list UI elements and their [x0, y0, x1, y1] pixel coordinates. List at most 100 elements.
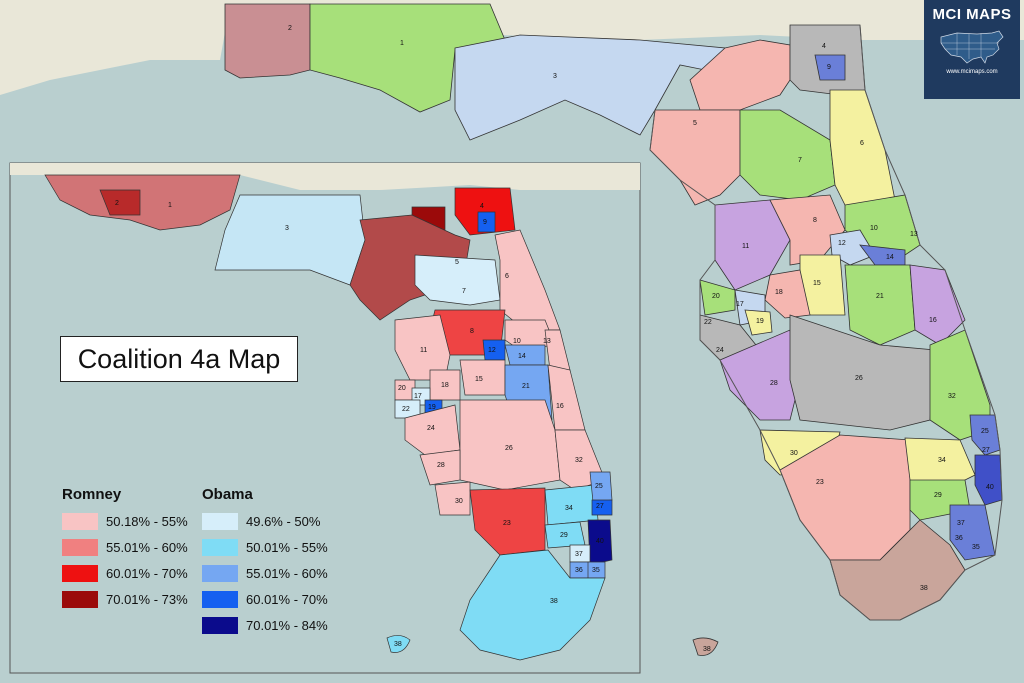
main-label-34: 34	[938, 457, 946, 464]
main-label-36: 36	[955, 535, 963, 542]
main-district-40[interactable]	[974, 454, 1003, 506]
main-label-16: 16	[929, 317, 937, 324]
main-district-2[interactable]	[224, 3, 311, 79]
main-label-17: 17	[736, 301, 744, 308]
legend-romney-item: 70.01% - 73%	[62, 586, 188, 612]
main-label-10: 10	[870, 225, 878, 232]
main-district-16[interactable]	[909, 264, 966, 346]
inset-district-2[interactable]	[99, 189, 141, 216]
inset-district-38[interactable]	[459, 549, 606, 661]
main-label-7: 7	[798, 157, 802, 164]
inset-label-10: 10	[513, 338, 521, 345]
legend-label: 70.01% - 84%	[246, 617, 328, 633]
inset-district-9[interactable]	[477, 211, 496, 233]
mainland-us	[0, 0, 1024, 95]
inset-district-1[interactable]	[44, 174, 241, 231]
main-district-35[interactable]	[949, 504, 996, 561]
inset-label-16: 16	[556, 403, 564, 410]
inset-label-21: 21	[522, 383, 530, 390]
brand-url: www.mcimaps.com	[946, 69, 998, 75]
main-district-3[interactable]	[454, 34, 726, 141]
inset-label-23: 23	[503, 520, 511, 527]
inset-label-22: 22	[402, 406, 410, 413]
main-district-18[interactable]	[764, 269, 811, 319]
inset-label-18: 18	[441, 382, 449, 389]
legend-swatch	[62, 590, 98, 608]
main-district-26[interactable]	[789, 314, 936, 431]
legend-swatch	[62, 564, 98, 582]
inset-label-29: 29	[560, 532, 568, 539]
inset-district-4[interactable]	[454, 187, 516, 236]
main-district-20[interactable]	[699, 279, 736, 316]
inset-district-27[interactable]	[591, 499, 613, 516]
inset-label-38: 38	[550, 598, 558, 605]
legend-obama-item: 55.01% - 60%	[202, 560, 328, 586]
main-label-37: 37	[957, 520, 965, 527]
inset-label-2: 2	[115, 200, 119, 207]
inset-label-38-keys: 38	[394, 641, 402, 648]
inset-label-40: 40	[596, 538, 604, 545]
legend-obama-heading: Obama	[202, 486, 253, 503]
main-label-32: 32	[948, 393, 956, 400]
main-label-26: 26	[855, 375, 863, 382]
main-label-2: 2	[288, 25, 292, 32]
legend-label: 55.01% - 60%	[106, 539, 188, 555]
main-district-1[interactable]	[309, 3, 506, 113]
inset-label-1: 1	[168, 202, 172, 209]
inset-label-5: 5	[455, 259, 459, 266]
inset-mainland	[10, 163, 640, 190]
main-label-27: 27	[982, 447, 990, 454]
inset-florida-map: 1 2 3 4 5 6 7 8 9 10 11 12 13 14 15 16 1…	[9, 162, 641, 674]
main-label-3: 3	[553, 73, 557, 80]
legend-swatch	[62, 538, 98, 556]
main-label-6: 6	[860, 140, 864, 147]
legend-romney-item: 60.01% - 70%	[62, 560, 188, 586]
main-district-9[interactable]	[814, 54, 846, 81]
main-label-24: 24	[716, 347, 724, 354]
legend-obama-item: 70.01% - 84%	[202, 612, 328, 638]
inset-label-27: 27	[596, 503, 604, 510]
inset-district-28[interactable]	[419, 449, 461, 486]
inset-district-38-keys[interactable]	[386, 635, 411, 653]
legend-obama-item: 50.01% - 55%	[202, 534, 328, 560]
main-label-4: 4	[822, 43, 826, 50]
main-district-7[interactable]	[739, 109, 836, 201]
main-district-25[interactable]	[969, 414, 1001, 456]
inset-district-3[interactable]	[214, 194, 366, 286]
inset-label-6: 6	[505, 273, 509, 280]
legend-swatch	[202, 538, 238, 556]
main-label-28: 28	[770, 380, 778, 387]
inset-district-30[interactable]	[434, 481, 471, 516]
main-district-12[interactable]	[829, 229, 876, 266]
usa-outline-icon	[940, 30, 1004, 64]
legend-swatch	[202, 590, 238, 608]
main-label-9: 9	[827, 64, 831, 71]
inset-label-3: 3	[285, 225, 289, 232]
main-label-29: 29	[934, 492, 942, 499]
inset-district-7[interactable]	[414, 254, 501, 306]
main-district-19[interactable]	[744, 309, 773, 336]
legend-obama-item: 49.6% - 50%	[202, 508, 328, 534]
inset-label-11: 11	[420, 347, 427, 354]
legend: Romney 50.18% - 55% 55.01% - 60% 60.01% …	[62, 486, 362, 646]
main-florida-map: 2 1 3 4 5 6 7 8 9 10 11 12 13 14 15 16 1…	[224, 3, 1003, 656]
main-district-38-keys[interactable]	[692, 637, 719, 656]
main-coastline	[649, 24, 1003, 621]
main-label-30: 30	[790, 450, 798, 457]
main-label-23: 23	[816, 479, 824, 486]
inset-label-36: 36	[575, 567, 583, 574]
main-district-4-area[interactable]	[689, 39, 791, 111]
main-label-22: 22	[704, 319, 712, 326]
inset-label-35: 35	[592, 567, 600, 574]
map-title: Coalition 4a Map	[60, 336, 298, 382]
main-label-35: 35	[972, 544, 980, 551]
inset-label-34: 34	[565, 505, 573, 512]
inset-label-30: 30	[455, 498, 463, 505]
legend-romney-item: 55.01% - 60%	[62, 534, 188, 560]
main-label-19: 19	[756, 318, 764, 325]
main-label-12: 12	[838, 240, 846, 247]
main-district-21[interactable]	[844, 264, 916, 346]
main-label-38-keys: 38	[703, 646, 711, 653]
main-label-21: 21	[876, 293, 884, 300]
